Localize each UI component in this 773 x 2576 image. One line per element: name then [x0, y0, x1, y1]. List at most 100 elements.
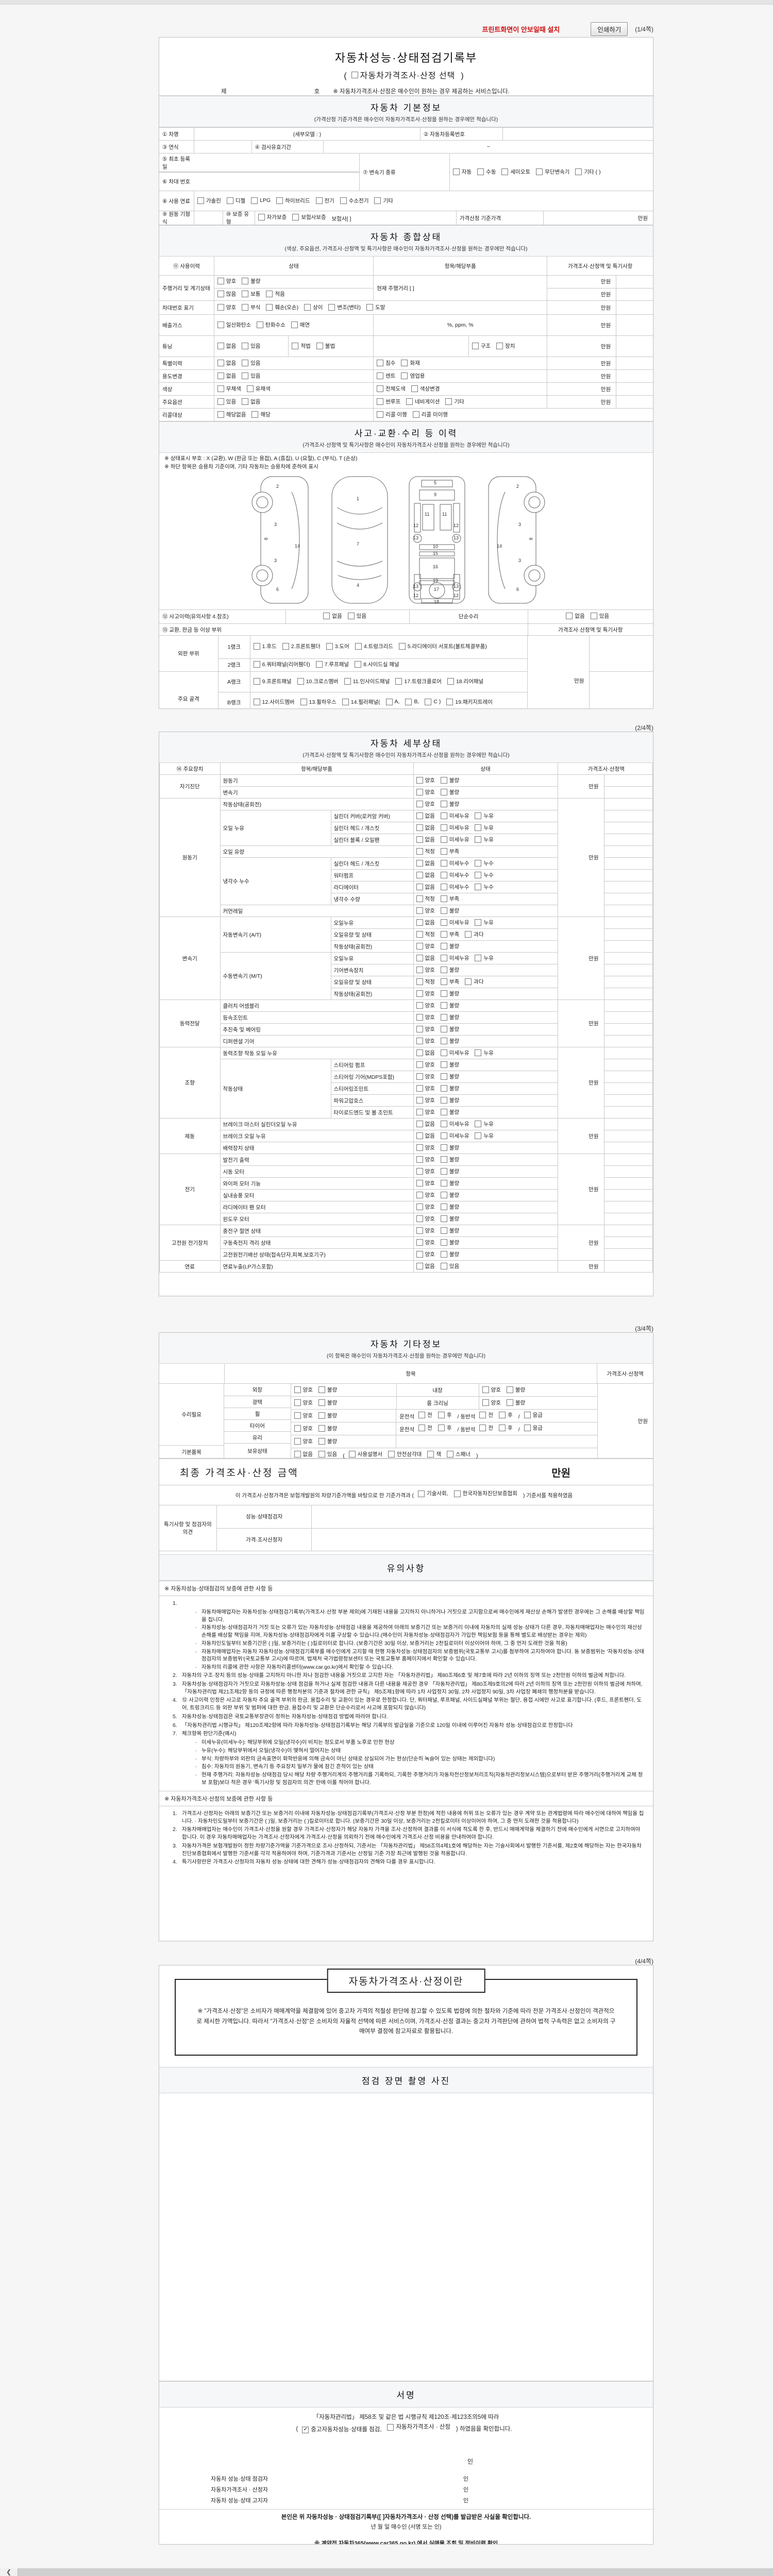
- note-cell[interactable]: [603, 774, 653, 787]
- checkbox-불량[interactable]: [440, 1167, 447, 1175]
- field-current-mileage[interactable]: 현재 주행거리 [ ]: [374, 276, 548, 300]
- checkbox-7.루프패널[interactable]: [315, 661, 323, 668]
- checkbox-양호[interactable]: [416, 1002, 423, 1009]
- print-button[interactable]: 인쇄하기: [591, 22, 628, 36]
- checkbox-양호[interactable]: [217, 278, 224, 285]
- checkbox-불량[interactable]: [318, 1437, 325, 1445]
- note-cell[interactable]: [603, 1154, 653, 1166]
- checkbox-9.프론트패널[interactable]: [253, 677, 260, 685]
- checkbox-있음[interactable]: [318, 1450, 325, 1458]
- note-cell[interactable]: [603, 1047, 653, 1059]
- checkbox-잭[interactable]: [427, 1450, 434, 1458]
- checkbox-2.프론트휀더[interactable]: [282, 643, 289, 650]
- note-cell[interactable]: [616, 287, 653, 301]
- checkbox-양호[interactable]: [416, 990, 423, 997]
- checkbox-미세누유[interactable]: [440, 812, 447, 819]
- checkbox-양호[interactable]: [416, 907, 423, 914]
- checkbox-없음[interactable]: [416, 1132, 423, 1139]
- note-cell[interactable]: [603, 988, 653, 1000]
- note-cell[interactable]: [603, 881, 653, 893]
- checkbox-5.라디에이터 서포트(볼트체결부품)[interactable]: [398, 643, 406, 650]
- checkbox-불량[interactable]: [440, 1179, 447, 1187]
- checkbox-누유[interactable]: [475, 1120, 482, 1127]
- checkbox-후[interactable]: [438, 1412, 445, 1418]
- checkbox-불량[interactable]: [440, 1239, 447, 1246]
- checkbox-양호[interactable]: [294, 1437, 301, 1445]
- checkbox-적법[interactable]: [292, 342, 299, 349]
- checkbox-없음[interactable]: [416, 836, 423, 843]
- note-cell[interactable]: [616, 301, 653, 314]
- checkbox-해당[interactable]: [251, 411, 259, 418]
- checkbox-양호[interactable]: [482, 1386, 489, 1393]
- checkbox-누수[interactable]: [475, 871, 482, 878]
- field-engine-type[interactable]: [194, 211, 223, 225]
- checkbox-14.필러패널([interactable]: [342, 698, 349, 705]
- checkbox-불량[interactable]: [318, 1399, 325, 1406]
- checkbox-세미오토[interactable]: [501, 168, 509, 175]
- checkbox-누수[interactable]: [475, 883, 482, 890]
- checkbox-미세누유[interactable]: [440, 1049, 447, 1056]
- checkbox-누유[interactable]: [475, 812, 482, 819]
- checkbox-양호[interactable]: [416, 1061, 423, 1068]
- checkbox-전[interactable]: [418, 1412, 426, 1418]
- checkbox-불량[interactable]: [506, 1386, 513, 1393]
- checkbox-상이[interactable]: [304, 303, 311, 311]
- print-helper-link[interactable]: 프린트화면이 안보일때 설치: [482, 25, 560, 33]
- checkbox-없음[interactable]: [416, 883, 423, 890]
- checkbox-없음[interactable]: [323, 613, 330, 619]
- note-cell[interactable]: [616, 315, 653, 335]
- checkbox-적정[interactable]: [416, 848, 423, 855]
- checkbox-가솔린[interactable]: [197, 197, 204, 204]
- checkbox-없음[interactable]: [416, 824, 423, 831]
- checkbox-누유[interactable]: [475, 1132, 482, 1139]
- checkbox-10.크로스멤버[interactable]: [297, 677, 304, 685]
- inspector-opinion-field[interactable]: [312, 1505, 653, 1528]
- note-cell[interactable]: [616, 370, 653, 382]
- note-cell[interactable]: [603, 940, 653, 953]
- checkbox-19.패키지트레이[interactable]: [446, 698, 453, 705]
- field-model-year[interactable]: [194, 141, 252, 153]
- checkbox-있음[interactable]: [590, 613, 597, 619]
- checkbox-과다[interactable]: [465, 930, 472, 938]
- checkbox-미세누유[interactable]: [440, 1132, 447, 1139]
- checkbox-리콜 이행[interactable]: [377, 411, 384, 418]
- note-cell[interactable]: [603, 822, 653, 834]
- checkbox-누유[interactable]: [475, 1049, 482, 1056]
- checkbox-미세누유[interactable]: [440, 1120, 447, 1127]
- checkbox-있음[interactable]: [347, 613, 355, 619]
- note-cell[interactable]: [603, 786, 653, 799]
- horizontal-scrollbar[interactable]: ❮: [0, 2568, 773, 2576]
- checkbox-미세누유[interactable]: [440, 836, 447, 843]
- checkbox-불량[interactable]: [242, 278, 249, 285]
- checkbox-해당없음[interactable]: [217, 411, 224, 418]
- checkbox-없음[interactable]: [566, 613, 573, 619]
- note-cell[interactable]: [603, 893, 653, 905]
- checkbox-양호[interactable]: [416, 1167, 423, 1175]
- checkbox-있음[interactable]: [242, 342, 249, 349]
- checkbox-부식[interactable]: [242, 303, 249, 311]
- checkbox-썬루프[interactable]: [377, 398, 384, 405]
- checkbox-없음[interactable]: [242, 398, 249, 405]
- checkbox-렌트[interactable]: [377, 372, 384, 379]
- checkbox-미세누수[interactable]: [440, 859, 447, 867]
- checkbox-응급[interactable]: [524, 1412, 531, 1418]
- checkbox-적정[interactable]: [416, 930, 423, 938]
- checkbox-부족[interactable]: [440, 848, 447, 855]
- checkbox-양호[interactable]: [294, 1386, 301, 1393]
- checkbox-있음[interactable]: [217, 398, 224, 405]
- checkbox-양호[interactable]: [416, 1239, 423, 1246]
- checkbox-양호[interactable]: [416, 788, 423, 795]
- checkbox-불량[interactable]: [318, 1386, 325, 1393]
- checkbox-미세누유[interactable]: [440, 954, 447, 961]
- note-cell[interactable]: [603, 1213, 653, 1225]
- note-cell[interactable]: [603, 1260, 653, 1273]
- checkbox-불량[interactable]: [440, 1013, 447, 1021]
- checkbox-양호[interactable]: [294, 1425, 301, 1432]
- checkbox-양호[interactable]: [416, 1073, 423, 1080]
- note-cell[interactable]: [603, 917, 653, 929]
- checkbox-무단변속기[interactable]: [536, 168, 543, 175]
- checkbox-유채색[interactable]: [246, 385, 254, 392]
- checkbox-전[interactable]: [418, 1425, 426, 1431]
- note-cell[interactable]: [616, 357, 653, 369]
- scroll-left-arrow[interactable]: ❮: [6, 2568, 12, 2575]
